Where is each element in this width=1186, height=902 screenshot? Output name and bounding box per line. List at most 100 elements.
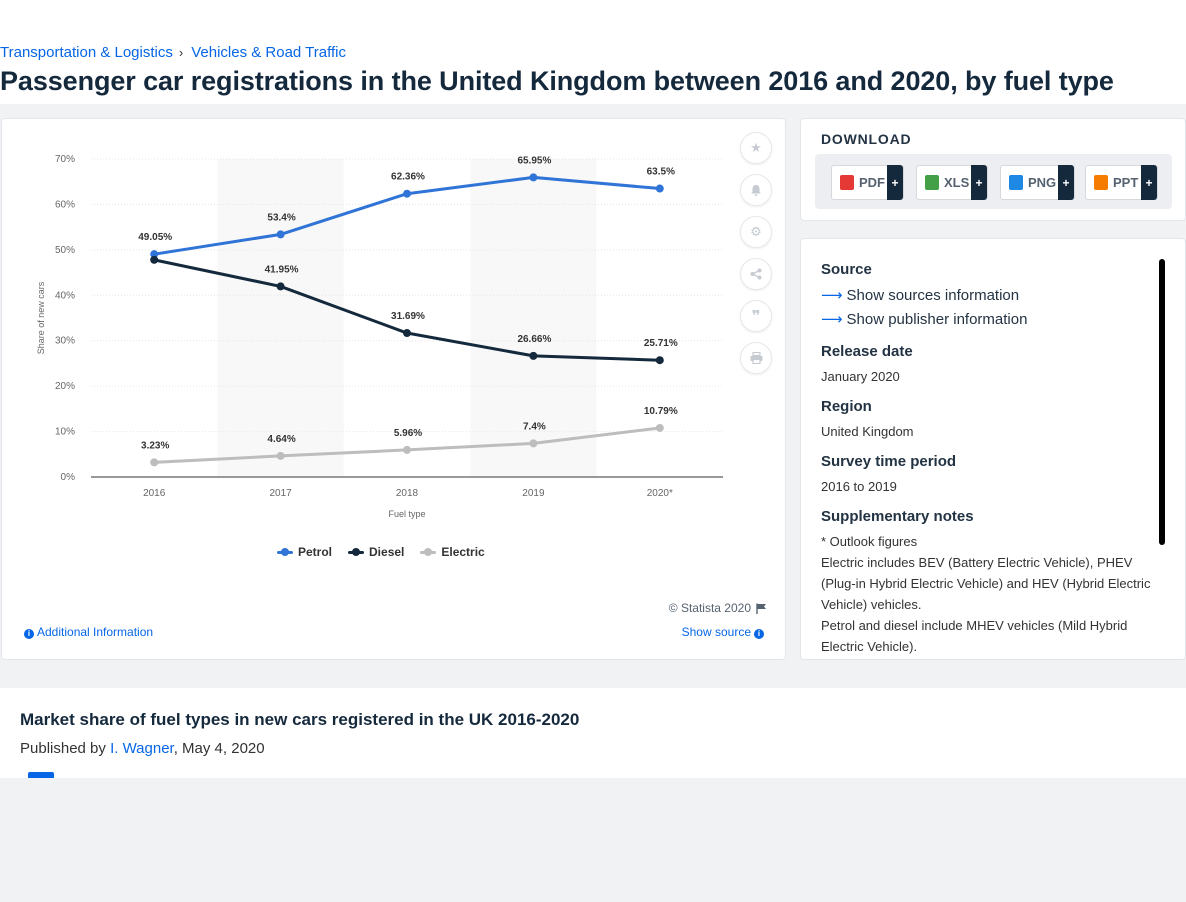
data-point-petrol bbox=[403, 189, 411, 198]
y-tick-label: 70% bbox=[55, 154, 75, 165]
xls-file-icon bbox=[925, 175, 939, 190]
notes-heading: Supplementary notes bbox=[821, 508, 974, 525]
release-value: January 2020 bbox=[821, 369, 900, 384]
data-label-petrol: 62.36% bbox=[391, 172, 425, 183]
x-tick-label: 2017 bbox=[269, 488, 292, 499]
data-label-diesel: 25.71% bbox=[644, 338, 678, 349]
data-label-electric: 3.23% bbox=[141, 440, 169, 451]
download-title: DOWNLOAD bbox=[821, 131, 912, 147]
data-label-electric: 10.79% bbox=[644, 406, 678, 417]
author-link[interactable]: I. Wagner bbox=[110, 740, 174, 757]
data-point-electric bbox=[403, 445, 411, 454]
y-tick-label: 60% bbox=[55, 199, 75, 210]
data-point-diesel bbox=[276, 282, 285, 291]
show-source-link[interactable]: Show source i bbox=[682, 625, 767, 639]
source-heading: Source bbox=[821, 261, 872, 278]
pdf-file-icon bbox=[840, 175, 854, 190]
y-tick-label: 20% bbox=[55, 381, 75, 392]
data-point-diesel bbox=[150, 255, 159, 264]
breadcrumb-separator: › bbox=[178, 45, 184, 60]
print-icon[interactable] bbox=[740, 342, 772, 374]
ppt-file-icon bbox=[1094, 175, 1108, 190]
details-scrollbar[interactable] bbox=[1159, 259, 1165, 545]
download-pdf-label: PDF bbox=[859, 175, 885, 190]
data-point-petrol bbox=[655, 184, 664, 193]
gear-icon[interactable]: ⚙ bbox=[740, 216, 772, 248]
y-tick-label: 50% bbox=[55, 245, 75, 256]
plus-icon: + bbox=[1141, 165, 1157, 200]
download-xls-button[interactable]: XLS + bbox=[916, 165, 988, 200]
release-section: Release date January 2020 bbox=[821, 343, 1151, 387]
download-ppt-button[interactable]: PPT + bbox=[1085, 165, 1158, 200]
survey-heading: Survey time period bbox=[821, 453, 957, 470]
copyright[interactable]: © Statista 2020 bbox=[669, 601, 767, 615]
data-label-petrol: 63.5% bbox=[647, 167, 675, 178]
description-title: Market share of fuel types in new cars r… bbox=[20, 710, 580, 729]
quote-icon[interactable]: ❞ bbox=[740, 300, 772, 332]
download-buttons: PDF + XLS + PNG + PPT + bbox=[815, 154, 1172, 209]
arrow-right-icon: ⟶ bbox=[821, 311, 843, 328]
download-ppt-label: PPT bbox=[1113, 175, 1139, 190]
release-heading: Release date bbox=[821, 343, 913, 360]
data-point-electric bbox=[529, 439, 538, 448]
data-point-diesel bbox=[403, 329, 411, 338]
data-label-petrol: 65.95% bbox=[517, 155, 551, 166]
legend-label-petrol: Petrol bbox=[298, 545, 333, 559]
top-bar bbox=[0, 0, 1186, 104]
copyright-text: © Statista 2020 bbox=[668, 601, 751, 615]
legend-item-electric[interactable]: Electric bbox=[420, 545, 485, 559]
y-tick-label: 30% bbox=[55, 336, 75, 347]
bell-icon[interactable] bbox=[740, 174, 772, 206]
region-section: Region United Kingdom bbox=[821, 398, 1151, 442]
page-title: Passenger car registrations in the Unite… bbox=[0, 66, 1114, 96]
breadcrumb: Transportation & Logistics › Vehicles & … bbox=[0, 44, 346, 61]
breadcrumb-link-transportation[interactable]: Transportation & Logistics bbox=[0, 44, 173, 61]
notes-petrol-diesel: Petrol and diesel include MHEV vehicles … bbox=[821, 618, 1128, 654]
data-label-diesel: 41.95% bbox=[265, 264, 299, 275]
y-axis-title: Share of new cars bbox=[36, 281, 46, 354]
legend-item-diesel[interactable]: Diesel bbox=[348, 545, 404, 559]
y-tick-label: 0% bbox=[61, 472, 76, 483]
additional-information-label: Additional Information bbox=[37, 625, 154, 639]
share-glyph bbox=[750, 268, 762, 280]
data-point-petrol bbox=[276, 230, 285, 239]
data-point-diesel bbox=[529, 351, 538, 360]
data-point-electric bbox=[655, 423, 664, 432]
line-chart: 0% 10% 20% 30% 40% 50% 60% 70% 2016 2017 2018 2019 2… bbox=[36, 154, 723, 519]
region-heading: Region bbox=[821, 398, 872, 415]
download-xls-label: XLS bbox=[944, 175, 970, 190]
bell-glyph bbox=[751, 184, 761, 196]
star-icon[interactable]: ★ bbox=[740, 132, 772, 164]
legend-item-petrol[interactable]: Petrol bbox=[277, 545, 332, 559]
show-sources-label: Show sources information bbox=[846, 287, 1020, 304]
legend-swatch-diesel bbox=[348, 548, 365, 556]
download-png-button[interactable]: PNG + bbox=[1000, 165, 1075, 200]
show-publisher-link[interactable]: ⟶ Show publisher information bbox=[821, 308, 1151, 332]
data-label-petrol: 53.4% bbox=[267, 212, 295, 223]
published-by: Published by I. Wagner, May 4, 2020 bbox=[20, 740, 265, 757]
description-section: Market share of fuel types in new cars r… bbox=[0, 688, 1186, 778]
data-point-petrol bbox=[529, 173, 538, 182]
breadcrumb-link-vehicles[interactable]: Vehicles & Road Traffic bbox=[191, 44, 347, 61]
x-tick-label: 2018 bbox=[396, 488, 419, 499]
notes-outlook: * Outlook figures bbox=[821, 534, 918, 549]
x-tick-label: 2019 bbox=[522, 488, 545, 499]
y-tick-label: 10% bbox=[55, 427, 75, 438]
download-png-label: PNG bbox=[1028, 175, 1057, 190]
show-sources-link[interactable]: ⟶ Show sources information bbox=[821, 284, 1151, 308]
chart-tools: ★ ⚙ ❞ bbox=[740, 132, 774, 384]
additional-information-link[interactable]: i Additional Information bbox=[21, 625, 153, 639]
download-pdf-button[interactable]: PDF + bbox=[831, 165, 904, 200]
print-glyph bbox=[750, 352, 762, 364]
share-icon[interactable] bbox=[740, 258, 772, 290]
info-icon: i bbox=[24, 629, 34, 639]
png-file-icon bbox=[1009, 175, 1023, 190]
legend-swatch-petrol bbox=[277, 548, 293, 556]
published-prefix: Published by bbox=[20, 740, 106, 757]
chart-legend: Petrol Diesel Electric bbox=[277, 545, 501, 559]
active-tab-indicator[interactable] bbox=[28, 772, 54, 778]
scrollbar-thumb[interactable] bbox=[1159, 259, 1165, 545]
data-label-petrol: 49.05% bbox=[138, 232, 172, 243]
x-tick-label: 2020* bbox=[647, 488, 673, 499]
data-point-electric bbox=[276, 451, 285, 460]
